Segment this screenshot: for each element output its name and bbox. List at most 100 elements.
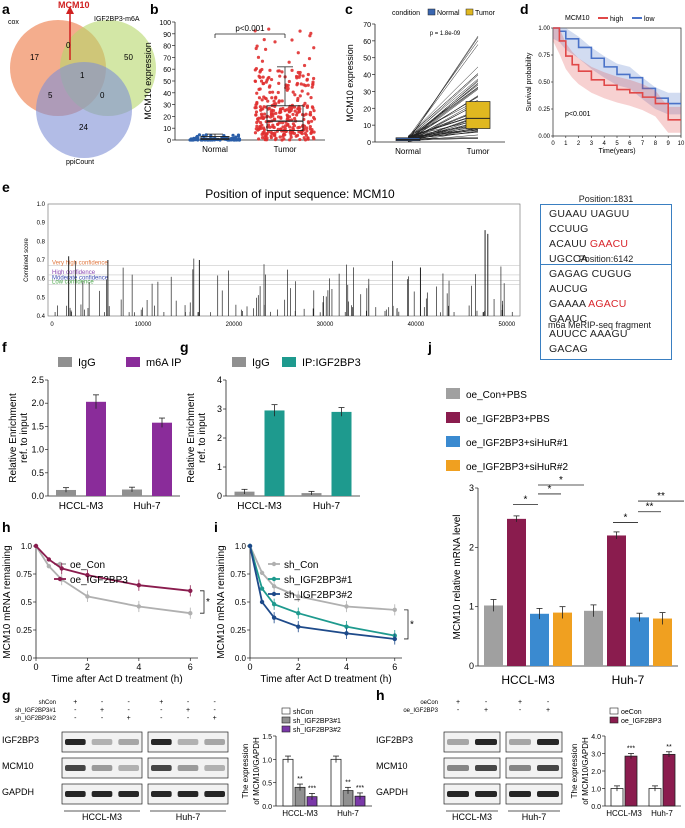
legend-label: oeCon bbox=[621, 709, 642, 716]
paired-line bbox=[407, 73, 479, 137]
y-tick-label: 2.0 bbox=[591, 769, 601, 776]
blot-lane-mark: + bbox=[546, 707, 550, 714]
threshold-label: Moderate confidence bbox=[52, 276, 109, 282]
blot-band bbox=[204, 765, 225, 771]
y-tick-label: 0.5 bbox=[262, 781, 272, 788]
bar bbox=[56, 489, 76, 496]
y-tick-label: 2 bbox=[469, 542, 474, 552]
legend-title: condition bbox=[392, 10, 420, 17]
blot-band bbox=[447, 765, 469, 771]
x-axis-label: Time after Act D treatment (h) bbox=[51, 674, 182, 685]
legend-label: sh_IGF2BP3#1 bbox=[293, 718, 341, 725]
blot-condition-label: oe_IGF2BP3 bbox=[403, 708, 438, 714]
blot-lane-mark: + bbox=[213, 715, 217, 722]
legend-marker bbox=[271, 561, 277, 567]
scatter-point-tumor bbox=[303, 131, 307, 136]
scatter-point-tumor bbox=[295, 76, 299, 80]
scatter-point-tumor bbox=[269, 77, 274, 82]
x-tick-label: 2 bbox=[577, 141, 581, 147]
scatter-point-tumor bbox=[305, 105, 309, 109]
y-axis-label: MCM10 expression bbox=[143, 42, 153, 120]
scatter-point-tumor bbox=[273, 137, 278, 142]
scatter-point-tumor bbox=[281, 125, 285, 129]
p-value: p<0.001 bbox=[235, 24, 265, 33]
scatter-point-tumor bbox=[259, 112, 264, 116]
y-tick-label: 2.5 bbox=[31, 375, 44, 385]
blot-lane-mark: + bbox=[100, 707, 104, 714]
blot-lane-mark: - bbox=[187, 715, 190, 722]
y-tick-label: 2.0 bbox=[31, 398, 44, 408]
y-tick-label: 0.00 bbox=[538, 134, 550, 140]
scatter-point-tumor bbox=[274, 95, 278, 99]
bar bbox=[630, 617, 649, 666]
y-tick-label: 1.0 bbox=[262, 757, 272, 764]
scatter-point-tumor bbox=[268, 68, 272, 72]
paired-line bbox=[407, 128, 479, 137]
seq-segment: ACAUU bbox=[549, 238, 590, 250]
bar bbox=[530, 613, 549, 666]
y-tick-label: 0.25 bbox=[230, 626, 246, 635]
scatter-point-tumor bbox=[256, 55, 261, 59]
decay-curve bbox=[249, 545, 395, 640]
venn-count-all: 1 bbox=[80, 71, 85, 80]
scatter-point-tumor bbox=[311, 80, 315, 84]
scatter-point-tumor bbox=[261, 107, 265, 111]
blot-lane-mark: - bbox=[160, 707, 163, 714]
blot-lane-mark: - bbox=[127, 699, 130, 706]
scatter-point-tumor bbox=[304, 84, 308, 88]
scatter-point-tumor bbox=[260, 136, 265, 140]
scatter-point-tumor bbox=[255, 117, 260, 121]
legend-label: oe_IGF2BP3 bbox=[621, 718, 662, 725]
blot-band bbox=[447, 791, 469, 797]
scatter-point-normal bbox=[234, 135, 238, 139]
scatter-point-tumor bbox=[294, 134, 298, 138]
m6a-motif: GAACU bbox=[589, 238, 629, 250]
scatter-point-tumor bbox=[261, 75, 265, 79]
scatter-point-tumor bbox=[254, 46, 258, 51]
scatter-point-normal bbox=[195, 135, 199, 139]
x-tick-label: Huh-7 bbox=[313, 501, 341, 512]
y-axis-label: Survival probability bbox=[526, 52, 533, 111]
venn-count-cox-only: 17 bbox=[30, 53, 39, 62]
sig-mark: * bbox=[524, 495, 528, 506]
scatter-point-tumor bbox=[278, 135, 282, 139]
scatter-point-tumor bbox=[255, 91, 259, 95]
blot-band bbox=[151, 739, 172, 745]
seq-segment: GAAAA bbox=[549, 298, 589, 310]
y-tick-label: 0.0 bbox=[235, 654, 247, 663]
blot-lane-mark: - bbox=[127, 707, 130, 714]
blot-lane-mark: - bbox=[101, 699, 104, 706]
x-axis-label: Time(years) bbox=[598, 148, 635, 155]
y-tick-label: 1.0 bbox=[21, 542, 33, 551]
y-tick-label: 0.5 bbox=[21, 598, 33, 607]
data-point bbox=[46, 563, 52, 569]
legend-label: oe_IGF2BP3+siHuR#2 bbox=[466, 462, 568, 473]
scatter-point-tumor bbox=[311, 83, 315, 87]
scatter-point-tumor bbox=[279, 107, 283, 111]
bar bbox=[484, 605, 503, 666]
scatter-point-tumor bbox=[312, 46, 316, 50]
scatter-point-tumor bbox=[280, 70, 284, 74]
legend-label: sh_Con bbox=[284, 560, 318, 571]
scatter-point-tumor bbox=[287, 109, 291, 113]
y-tick-label: 0.0 bbox=[591, 804, 601, 811]
scatter-point-tumor bbox=[264, 80, 268, 84]
y-tick-label: 1.0 bbox=[235, 542, 247, 551]
legend-swatch bbox=[232, 357, 246, 367]
x-tick-label: 4 bbox=[136, 662, 141, 672]
blot-row-label: MCM10 bbox=[2, 761, 34, 771]
blot-band bbox=[118, 791, 139, 797]
scatter-point-tumor bbox=[285, 108, 289, 112]
blot-condition-label: shCon bbox=[39, 700, 56, 706]
blot-band bbox=[204, 739, 225, 745]
western-blots: shCon + - - + - -sh_IGF2BP3#1- + - - + -sh_IGF2BP3#… bbox=[2, 699, 563, 822]
blot-lane-mark: - bbox=[457, 707, 460, 714]
y-tick-label: 80 bbox=[163, 44, 171, 51]
scatter-point-tumor bbox=[309, 119, 314, 123]
legend-label: shCon bbox=[293, 709, 313, 716]
seq-line: GAGAG CUGUG AUCUG bbox=[549, 267, 663, 297]
scatter-point-tumor bbox=[288, 125, 292, 129]
sig-mark: * bbox=[206, 597, 210, 608]
blot-band bbox=[475, 791, 497, 797]
y-tick-label: 0.5 bbox=[37, 295, 46, 301]
